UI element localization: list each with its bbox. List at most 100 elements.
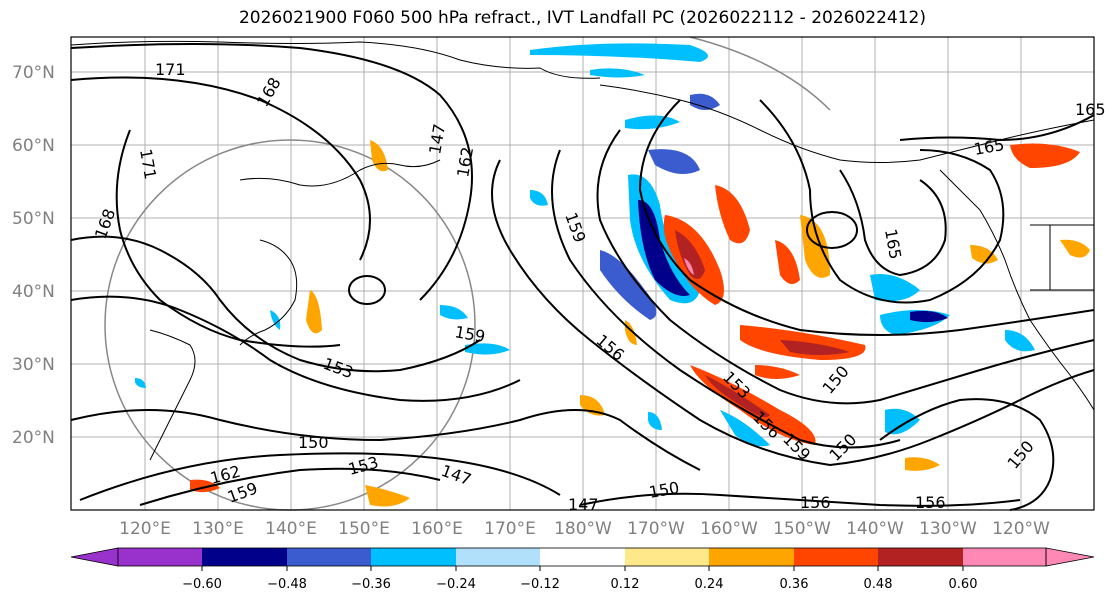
contour-label: 150 xyxy=(298,433,329,452)
contour-line xyxy=(638,99,1095,336)
lon-label-130w: 130°W xyxy=(919,519,977,539)
colorbar-tick-label: −0.48 xyxy=(267,577,307,592)
shade-blob xyxy=(625,115,680,130)
shade-blob xyxy=(720,410,770,447)
shade-blob xyxy=(755,365,800,379)
shade-blob xyxy=(306,290,322,334)
contour-line xyxy=(879,398,1055,511)
shade-blob xyxy=(530,190,548,206)
lat-label-60n: 60°N xyxy=(12,136,55,156)
colorbar-cell xyxy=(287,548,371,566)
shade-blob xyxy=(600,250,657,320)
colorbar-frame xyxy=(117,547,1047,567)
contour-line xyxy=(70,76,371,261)
contour-label: 156 xyxy=(800,493,831,512)
contour-line xyxy=(596,129,1095,405)
colorbar-cell xyxy=(456,548,540,566)
contour-line xyxy=(806,211,858,249)
contour-line xyxy=(70,409,701,471)
contour-line xyxy=(348,275,386,305)
shade-blob xyxy=(590,68,645,78)
colorbar-cell xyxy=(963,548,1046,566)
contour-line xyxy=(759,99,1005,304)
contour-line xyxy=(491,159,1095,467)
lon-label-180w: 180°W xyxy=(554,519,612,539)
contour-label: 156 xyxy=(915,493,946,512)
colorbar-tick-label: 0.48 xyxy=(864,577,893,592)
lon-label-160w: 160°W xyxy=(700,519,758,539)
range-circle-east-arc xyxy=(689,36,831,111)
coastline-siberia xyxy=(70,40,601,79)
shade-blob xyxy=(270,310,281,330)
shade-blob xyxy=(905,457,940,471)
lon-label-120w: 120°W xyxy=(992,519,1050,539)
shade-blob xyxy=(440,305,468,320)
shade-blob xyxy=(648,149,700,174)
colorbar-tick-label: 0.24 xyxy=(695,577,724,592)
state-borders xyxy=(1030,224,1094,291)
shade-blob xyxy=(775,240,800,284)
colorbar: −0.60 −0.48 −0.36 −0.24 −0.12 0.12 0.24 0.36 0.4… xyxy=(70,547,1095,592)
contour-line xyxy=(70,43,473,301)
lat-label-40n: 40°N xyxy=(12,282,55,302)
colorbar-tick-label: 0.36 xyxy=(780,577,809,592)
lat-label-30n: 30°N xyxy=(12,355,55,375)
shade-blob xyxy=(1010,143,1080,168)
shade-blob xyxy=(1060,239,1090,258)
shade-blob xyxy=(465,343,510,355)
colorbar-extend-right xyxy=(1045,547,1095,567)
lon-label-160e: 160°E xyxy=(411,519,463,539)
map-title: 2026021900 F060 500 hPa refract., IVT La… xyxy=(238,8,926,28)
lon-label-120e: 120°E xyxy=(119,519,171,539)
shade-blob xyxy=(625,320,637,345)
contour-line xyxy=(899,114,1095,142)
lon-label-150e: 150°E xyxy=(338,519,390,539)
colorbar-cell xyxy=(709,548,794,566)
colorbar-tick-label: 0.12 xyxy=(611,577,640,592)
coastline-china xyxy=(149,329,196,461)
shade-blob xyxy=(885,408,920,435)
shade-blob xyxy=(690,93,720,110)
contour-line xyxy=(579,492,1021,507)
colorbar-tick-label: −0.12 xyxy=(520,577,560,592)
contour-label: 165 xyxy=(1075,100,1105,119)
lon-label-130e: 130°E xyxy=(192,519,244,539)
shade-blob xyxy=(870,274,920,302)
colorbar-tick-label: 0.60 xyxy=(949,577,978,592)
contour-line xyxy=(839,169,947,277)
lon-label-140w: 140°W xyxy=(846,519,904,539)
colorbar-extend-left xyxy=(70,547,119,567)
colorbar-cell xyxy=(371,548,456,566)
colorbar-cell xyxy=(202,548,287,566)
lat-label-20n: 20°N xyxy=(12,428,55,448)
lat-label-70n: 70°N xyxy=(12,63,55,83)
coastline-japan xyxy=(239,239,298,346)
shade-blob xyxy=(530,43,708,62)
shade-blob xyxy=(780,340,850,355)
contour-line xyxy=(70,235,481,373)
shade-blob xyxy=(684,258,694,275)
colorbar-cell xyxy=(118,548,202,566)
contour-line xyxy=(79,452,561,501)
colorbar-tick-label: −0.36 xyxy=(351,577,391,592)
shade-blob xyxy=(135,378,146,388)
shade-blob xyxy=(705,375,770,418)
contour-line xyxy=(115,129,341,348)
contour-line xyxy=(139,467,441,506)
shade-blob xyxy=(715,185,750,244)
refractivity-shading xyxy=(135,43,1090,507)
lon-label-140e: 140°E xyxy=(265,519,317,539)
shade-blob xyxy=(970,245,998,264)
colorbar-tick-label: −0.24 xyxy=(436,577,476,592)
colorbar-cell xyxy=(794,548,878,566)
map-frame xyxy=(70,36,1095,511)
lon-label-170e: 170°E xyxy=(484,519,536,539)
shade-blob xyxy=(910,310,948,323)
shade-blob xyxy=(675,230,705,279)
contour-label: 147 xyxy=(568,495,599,514)
contour-line xyxy=(551,149,901,449)
lon-label-150w: 150°W xyxy=(773,519,831,539)
contour-label: 171 xyxy=(155,60,186,79)
height-contours xyxy=(70,43,1095,511)
